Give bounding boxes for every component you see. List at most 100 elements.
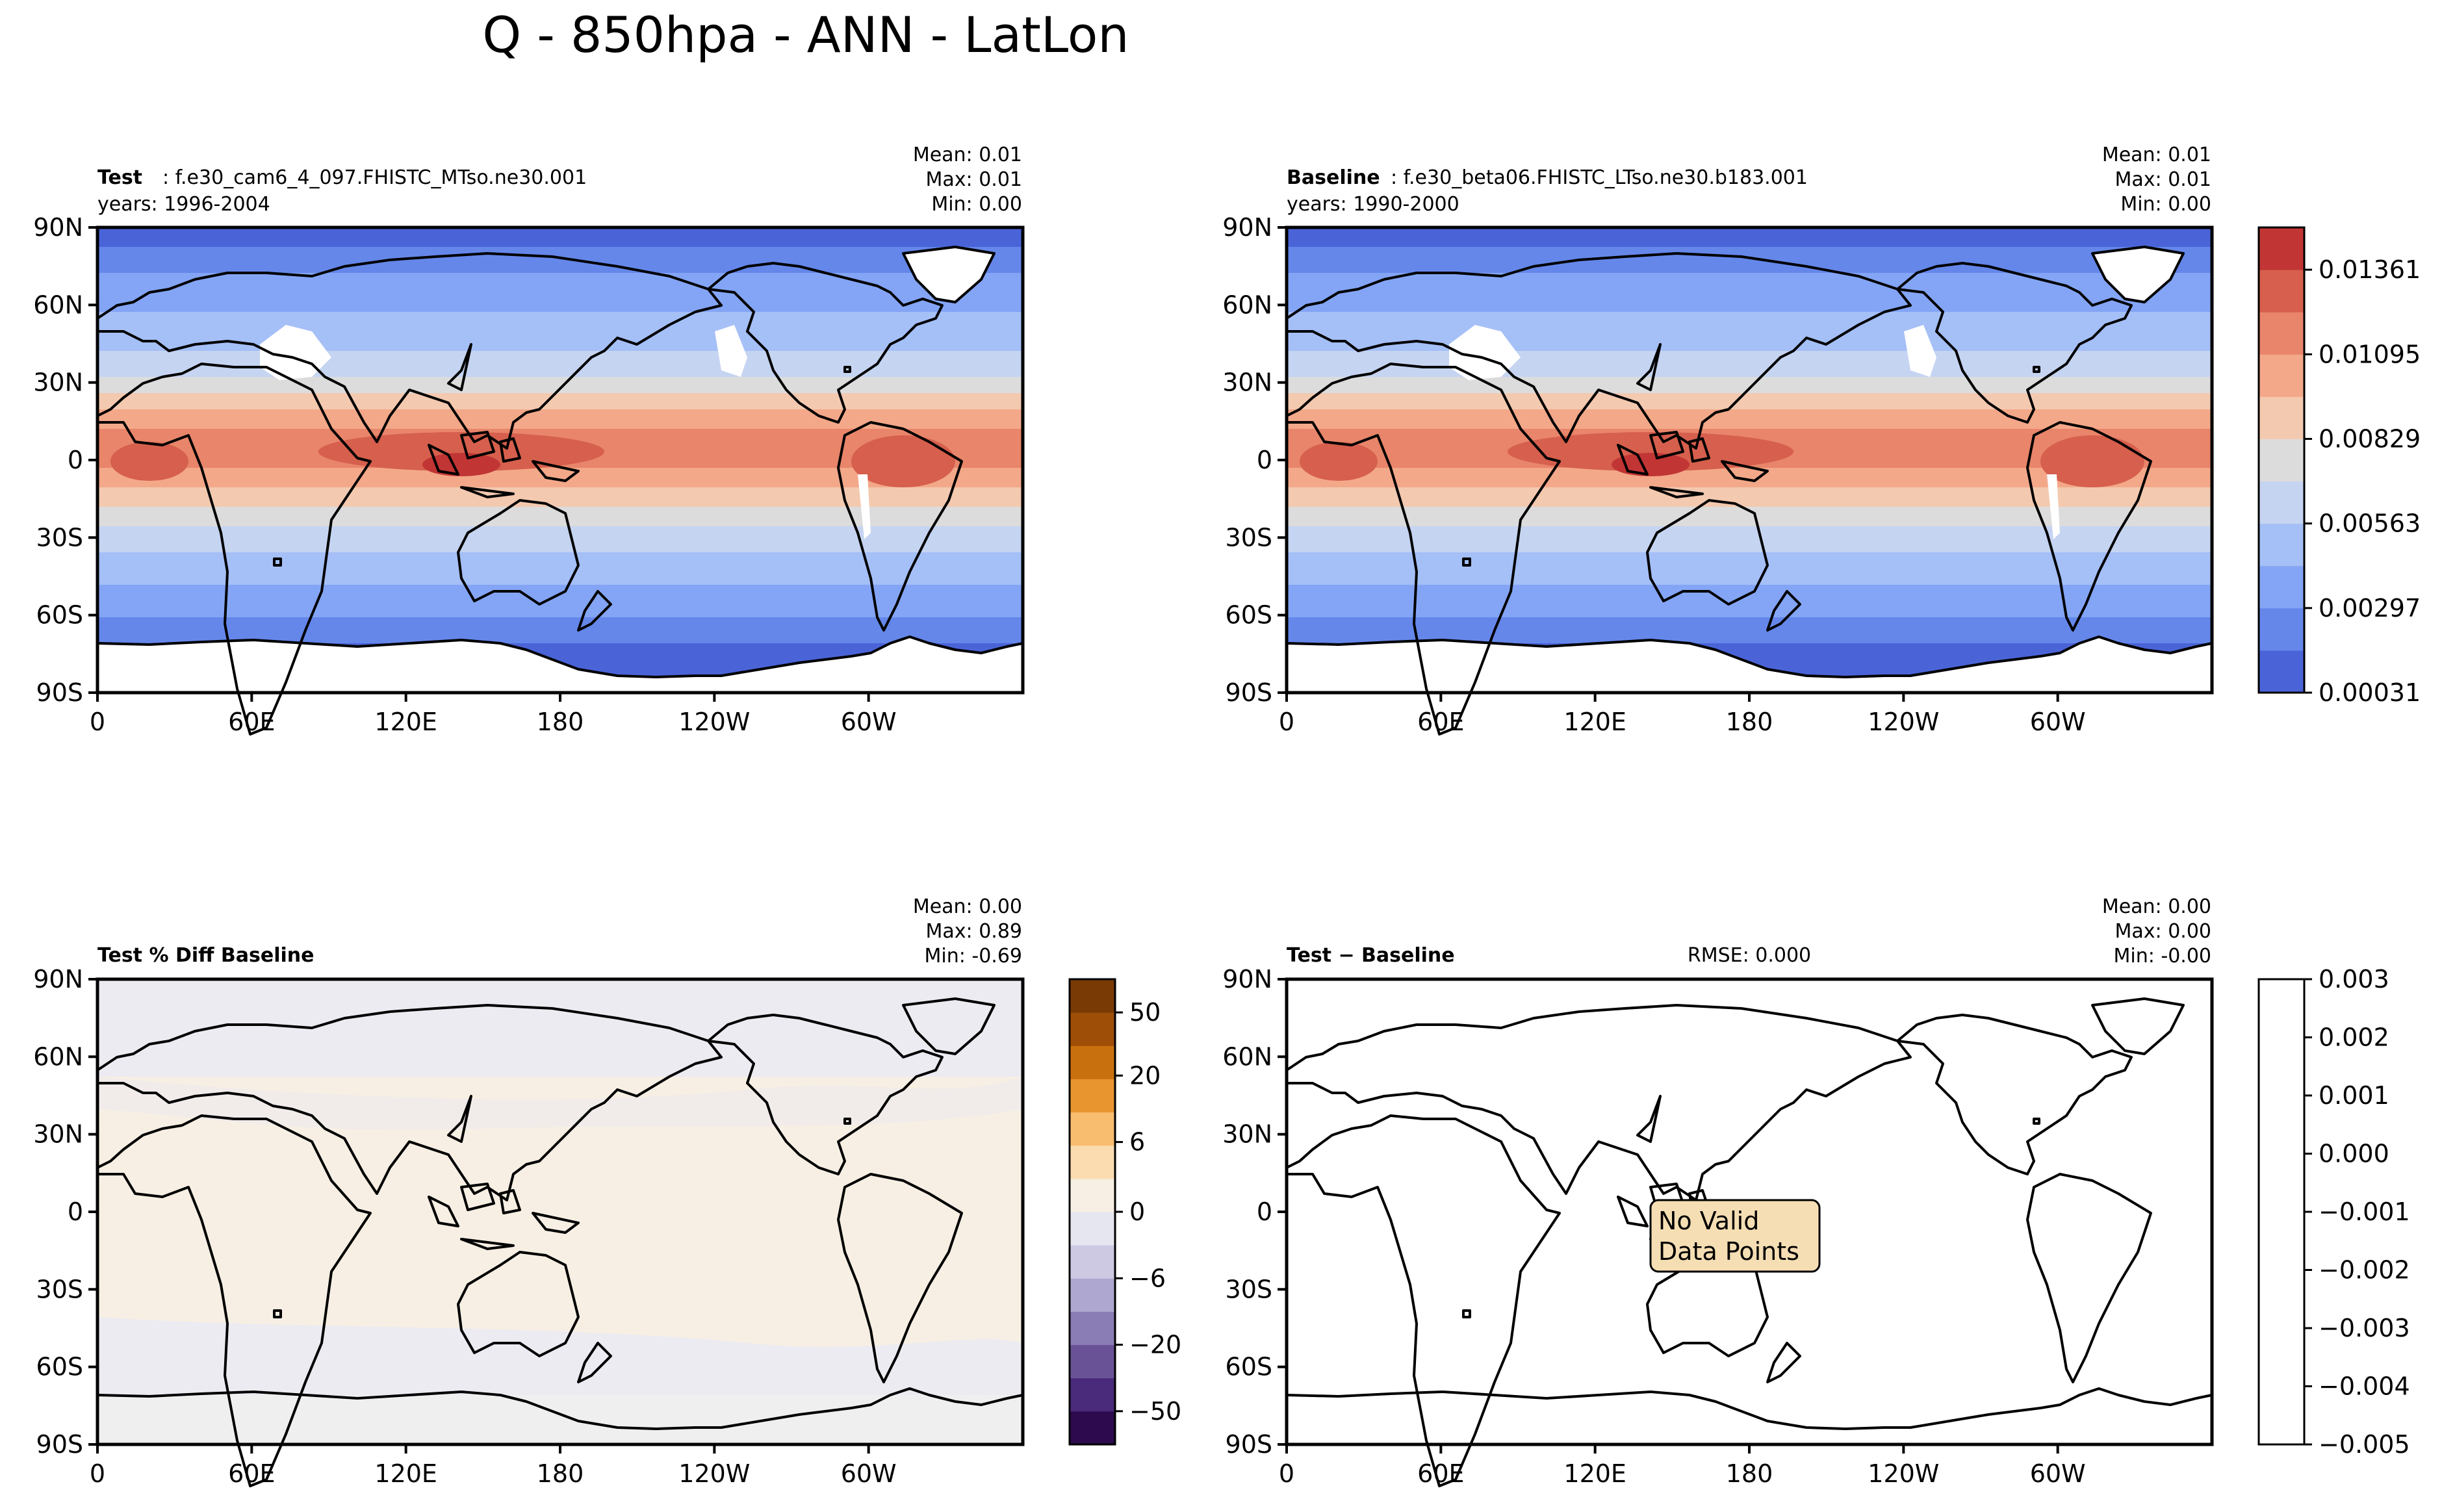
panel-test: Test : f.e30_cam6_4_097.FHISTC_MTso.ne30… bbox=[33, 144, 1025, 736]
panel-baseline-label-rest: : f.e30_beta06.FHISTC_LTso.ne30.b183.001 bbox=[1391, 166, 1808, 189]
lat-tick-label: 30N bbox=[33, 368, 83, 397]
lon-tick-label: 0 bbox=[1279, 1459, 1294, 1488]
colorbar-segment bbox=[2259, 439, 2304, 482]
lat-tick-label: 0 bbox=[68, 1198, 83, 1226]
lat-tick-label: 0 bbox=[1257, 446, 1272, 474]
colorbar-segment bbox=[2259, 270, 2304, 313]
panel-test-stat-mean: Mean: 0.01 bbox=[913, 144, 1022, 166]
lon-tick-label: 180 bbox=[537, 1459, 584, 1488]
no-data-callout-box bbox=[1649, 1199, 1821, 1273]
no-data-line1: No Valid bbox=[1658, 1207, 1759, 1235]
panel-pct-diff-stat-min: Min: -0.69 bbox=[925, 945, 1023, 967]
colorbar-tick-label: 0.000 bbox=[2319, 1140, 2389, 1168]
band-test-90N bbox=[97, 227, 1023, 247]
panel-diff-stat-max: Max: 0.00 bbox=[2115, 920, 2211, 943]
colorbar-segment bbox=[2259, 650, 2304, 693]
panel-diff: Test − Baseline RMSE: 0.000 Mean: 0.00 M… bbox=[1222, 895, 2214, 1488]
lat-tick-label: 90N bbox=[33, 965, 83, 993]
panel-test-map bbox=[96, 225, 1025, 736]
band-test-80N bbox=[97, 247, 1023, 273]
band-base-52S bbox=[1287, 585, 2212, 617]
panel-baseline-label-bold: Baseline bbox=[1287, 166, 1380, 189]
lat-tick-label: 30S bbox=[36, 1275, 83, 1303]
colorbar-tick-label: −50 bbox=[1129, 1397, 1181, 1426]
panel-baseline-stat-max: Max: 0.01 bbox=[2115, 168, 2211, 191]
rockies-mask-base bbox=[1904, 325, 1936, 377]
colorbar-tick-label: −0.005 bbox=[2319, 1430, 2410, 1459]
band-base-30N bbox=[1287, 351, 2212, 377]
colorbar-tick-label: 50 bbox=[1129, 998, 1161, 1027]
band-test-30S bbox=[97, 526, 1023, 552]
lat-tick-label: 60N bbox=[1222, 1042, 1272, 1071]
band-base-90N bbox=[1287, 227, 2212, 247]
colorbar-segment bbox=[2259, 396, 2304, 439]
colorbar-tick-label: 0.002 bbox=[2319, 1023, 2389, 1052]
andes-mask-base bbox=[2047, 474, 2060, 539]
lat-tick-label: 60S bbox=[36, 1353, 83, 1381]
lat-tick-label: 90N bbox=[1222, 965, 1272, 993]
panel-baseline-map bbox=[1285, 225, 2214, 736]
antarctica-mask-test bbox=[97, 637, 1023, 693]
lon-tick-label: 120E bbox=[1563, 708, 1626, 736]
colorbar-tick-label: 0.01095 bbox=[2319, 340, 2421, 368]
colorbar-segment bbox=[2259, 312, 2304, 355]
lon-tick-label: 0 bbox=[90, 708, 105, 736]
panel-test-stat-max: Max: 0.01 bbox=[926, 168, 1022, 191]
colorbar-segment bbox=[1070, 1045, 1115, 1079]
colorbar-tick-label: 20 bbox=[1129, 1061, 1161, 1090]
lat-tick-label: 90S bbox=[36, 678, 83, 707]
colorbar-segment bbox=[2259, 481, 2304, 524]
band-test-40S bbox=[97, 552, 1023, 585]
band-base-20N bbox=[1287, 377, 2212, 393]
band-base-30S bbox=[1287, 526, 2212, 552]
colorbar-tick-label: 0.00563 bbox=[2319, 509, 2421, 538]
colorbar-tick-label: −0.003 bbox=[2319, 1314, 2410, 1342]
lon-tick-label: 180 bbox=[1726, 708, 1773, 736]
lon-tick-label: 120E bbox=[374, 1459, 437, 1488]
colorbar-segment bbox=[1070, 1311, 1115, 1346]
lon-tick-label: 120W bbox=[1868, 1459, 1939, 1488]
colorbar-segment bbox=[1070, 1145, 1115, 1179]
panel-baseline-years: years: 1990-2000 bbox=[1287, 193, 1459, 216]
lat-tick-label: 90S bbox=[1226, 678, 1272, 707]
antarctica-mask-base bbox=[1287, 637, 2212, 693]
colorbar-tick-label: 0.00297 bbox=[2319, 594, 2421, 622]
band-test-12N bbox=[97, 393, 1023, 409]
pct-band-south bbox=[97, 1317, 1023, 1395]
congo-max-base bbox=[1300, 442, 1378, 481]
band-base-80N bbox=[1287, 247, 2212, 273]
colorbar-frame bbox=[2257, 978, 2306, 1446]
band-test-20N bbox=[97, 377, 1023, 393]
colorbar-frame bbox=[2257, 226, 2306, 694]
colorbar-tick-label: 0.00829 bbox=[2319, 424, 2421, 453]
lon-tick-label: 60E bbox=[1417, 1459, 1464, 1488]
congo-max-test bbox=[110, 442, 188, 481]
rockies-mask-test bbox=[715, 325, 747, 377]
band-test-65N bbox=[97, 273, 1023, 312]
colorbar-segment bbox=[1070, 1377, 1115, 1412]
amazon-max-test bbox=[851, 435, 955, 487]
colorbar-segment bbox=[1070, 1344, 1115, 1379]
lon-tick-label: 120W bbox=[1868, 708, 1939, 736]
band-test-52S bbox=[97, 585, 1023, 617]
lon-tick-label: 120W bbox=[678, 708, 750, 736]
lat-tick-label: 90S bbox=[1226, 1430, 1272, 1459]
lat-tick-label: 30N bbox=[1222, 368, 1272, 397]
panel-pct-diff-stat-mean: Mean: 0.00 bbox=[913, 895, 1022, 918]
colorbar-tick-label: 0.00031 bbox=[2319, 678, 2421, 707]
lat-tick-label: 0 bbox=[1257, 1198, 1272, 1226]
panel-pct-diff-label: Test % Diff Baseline bbox=[97, 944, 315, 967]
band-test-45N bbox=[97, 312, 1023, 351]
lat-tick-label: 60S bbox=[1226, 601, 1272, 630]
lon-tick-label: 120E bbox=[374, 708, 437, 736]
lat-tick-label: 30S bbox=[36, 523, 83, 552]
lon-tick-label: 60W bbox=[2030, 1459, 2086, 1488]
panel-test-label-bold: Test bbox=[97, 166, 142, 189]
band-test-15S bbox=[97, 487, 1023, 507]
band-base-40S bbox=[1287, 552, 2212, 585]
lon-tick-label: 60W bbox=[841, 708, 897, 736]
lon-tick-label: 60E bbox=[1417, 708, 1464, 736]
